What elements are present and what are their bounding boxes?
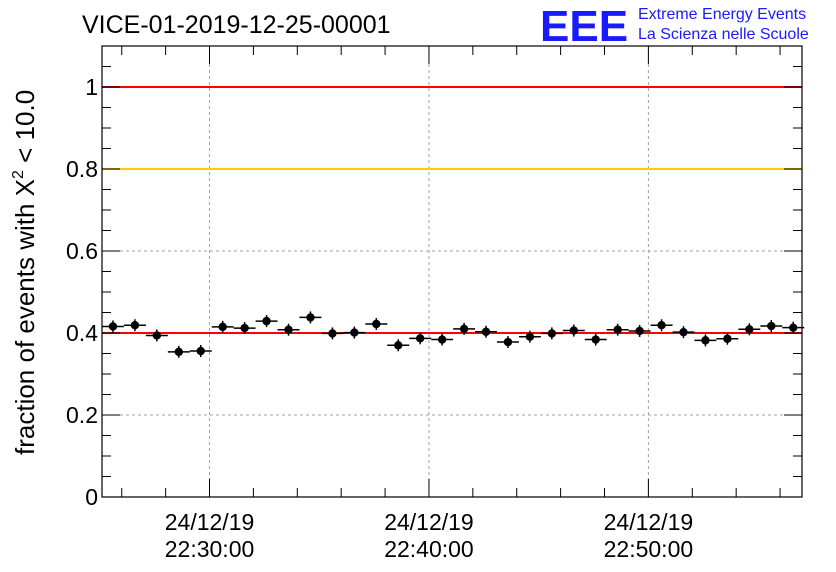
data-point <box>189 345 212 358</box>
data-point <box>343 326 366 339</box>
data-point-marker <box>152 331 162 340</box>
data-point <box>518 330 541 343</box>
data-point-marker <box>723 334 732 343</box>
data-point-marker <box>284 325 293 334</box>
data-point-marker <box>789 323 798 332</box>
data-point <box>299 311 322 324</box>
data-point <box>694 334 717 347</box>
eee-logo: EEE Extreme Energy Events La Scienza nel… <box>540 2 809 51</box>
data-point-marker <box>525 332 535 341</box>
data-point-marker <box>569 326 578 335</box>
data-point-marker <box>394 341 403 350</box>
plot-frame <box>101 45 803 498</box>
x-tick-label-time: 22:30:00 <box>165 536 255 562</box>
data-point <box>233 322 256 335</box>
data-point <box>628 324 651 337</box>
x-axis-ticks: 24/12/1922:30:0024/12/1922:40:0024/12/19… <box>121 46 781 562</box>
x-tick-label-date: 24/12/19 <box>165 509 255 535</box>
y-tick-label: 0.2 <box>66 402 98 428</box>
data-point-marker <box>240 323 249 333</box>
data-point <box>650 319 673 332</box>
y-axis-label-main: fraction of events with X <box>10 179 40 455</box>
data-point <box>672 326 695 339</box>
data-point-marker <box>174 347 184 357</box>
y-tick-label: 0.6 <box>66 238 98 264</box>
data-point-marker <box>108 322 118 331</box>
data-point <box>211 320 234 333</box>
data-point-marker <box>481 327 491 336</box>
data-point <box>167 345 190 358</box>
x-tick-label-time: 22:50:00 <box>604 536 694 562</box>
y-tick-label: 0 <box>85 484 98 510</box>
reference-lines <box>102 86 802 334</box>
y-tick-label: 0.8 <box>66 156 98 182</box>
data-point-marker <box>679 327 688 337</box>
data-point-marker <box>306 313 315 322</box>
data-point-marker <box>350 328 359 337</box>
data-point-marker <box>196 346 205 356</box>
data-point <box>584 333 607 346</box>
data-point-marker <box>437 335 447 344</box>
x-tick-label-date: 24/12/19 <box>384 509 474 535</box>
data-point <box>409 332 432 345</box>
y-tick-label: 1 <box>85 74 98 100</box>
eee-logo-line2: La Scienza nelle Scuole <box>638 26 809 43</box>
data-point-marker <box>503 337 513 347</box>
data-point <box>760 320 783 333</box>
chart-title: VICE-01-2019-12-25-00001 <box>82 11 391 39</box>
data-point <box>475 325 497 338</box>
x-tick-label-time: 22:40:00 <box>384 536 474 562</box>
data-point <box>738 323 761 336</box>
data-point-marker <box>547 329 557 338</box>
data-point-marker <box>701 336 710 345</box>
data-point-marker <box>328 329 337 338</box>
data-point <box>102 320 124 333</box>
y-axis-label: fraction of events with X2 < 10.0 <box>10 90 40 455</box>
eee-logo-line1: Extreme Energy Events <box>638 6 806 23</box>
data-point-marker <box>415 334 425 343</box>
data-point <box>123 319 146 332</box>
data-point-marker <box>218 322 227 332</box>
y-axis-label-superscript: 2 <box>10 170 27 179</box>
data-point <box>606 323 629 336</box>
data-point-marker <box>459 324 469 334</box>
data-point <box>321 327 344 340</box>
x-tick-label-date: 24/12/19 <box>604 509 694 535</box>
data-point <box>145 329 168 342</box>
y-tick-label: 0.4 <box>66 320 98 346</box>
y-axis-label-tail: < 10.0 <box>10 90 40 170</box>
data-point <box>277 323 300 336</box>
data-point <box>387 339 410 352</box>
data-point-marker <box>262 316 271 326</box>
data-point <box>540 327 563 340</box>
data-point <box>431 333 454 346</box>
data-point <box>453 322 476 335</box>
data-point <box>255 315 278 328</box>
data-point-marker <box>745 325 754 334</box>
data-point-marker <box>635 326 644 336</box>
data-point <box>562 324 585 337</box>
eee-logo-mark: EEE <box>540 2 628 51</box>
data-point-marker <box>130 321 140 330</box>
data-series <box>102 311 805 358</box>
data-point-marker <box>372 319 381 329</box>
data-point-marker <box>767 321 776 331</box>
y-axis-ticks: 0 0.2 0.4 0.6 0.8 1 <box>66 45 802 510</box>
data-point-marker <box>613 325 622 334</box>
data-point-marker <box>591 335 600 344</box>
data-point <box>716 332 739 345</box>
grid-lines <box>102 46 802 497</box>
data-point <box>782 321 805 334</box>
data-point-marker <box>657 321 666 330</box>
data-point <box>365 317 388 330</box>
data-point <box>496 336 519 349</box>
